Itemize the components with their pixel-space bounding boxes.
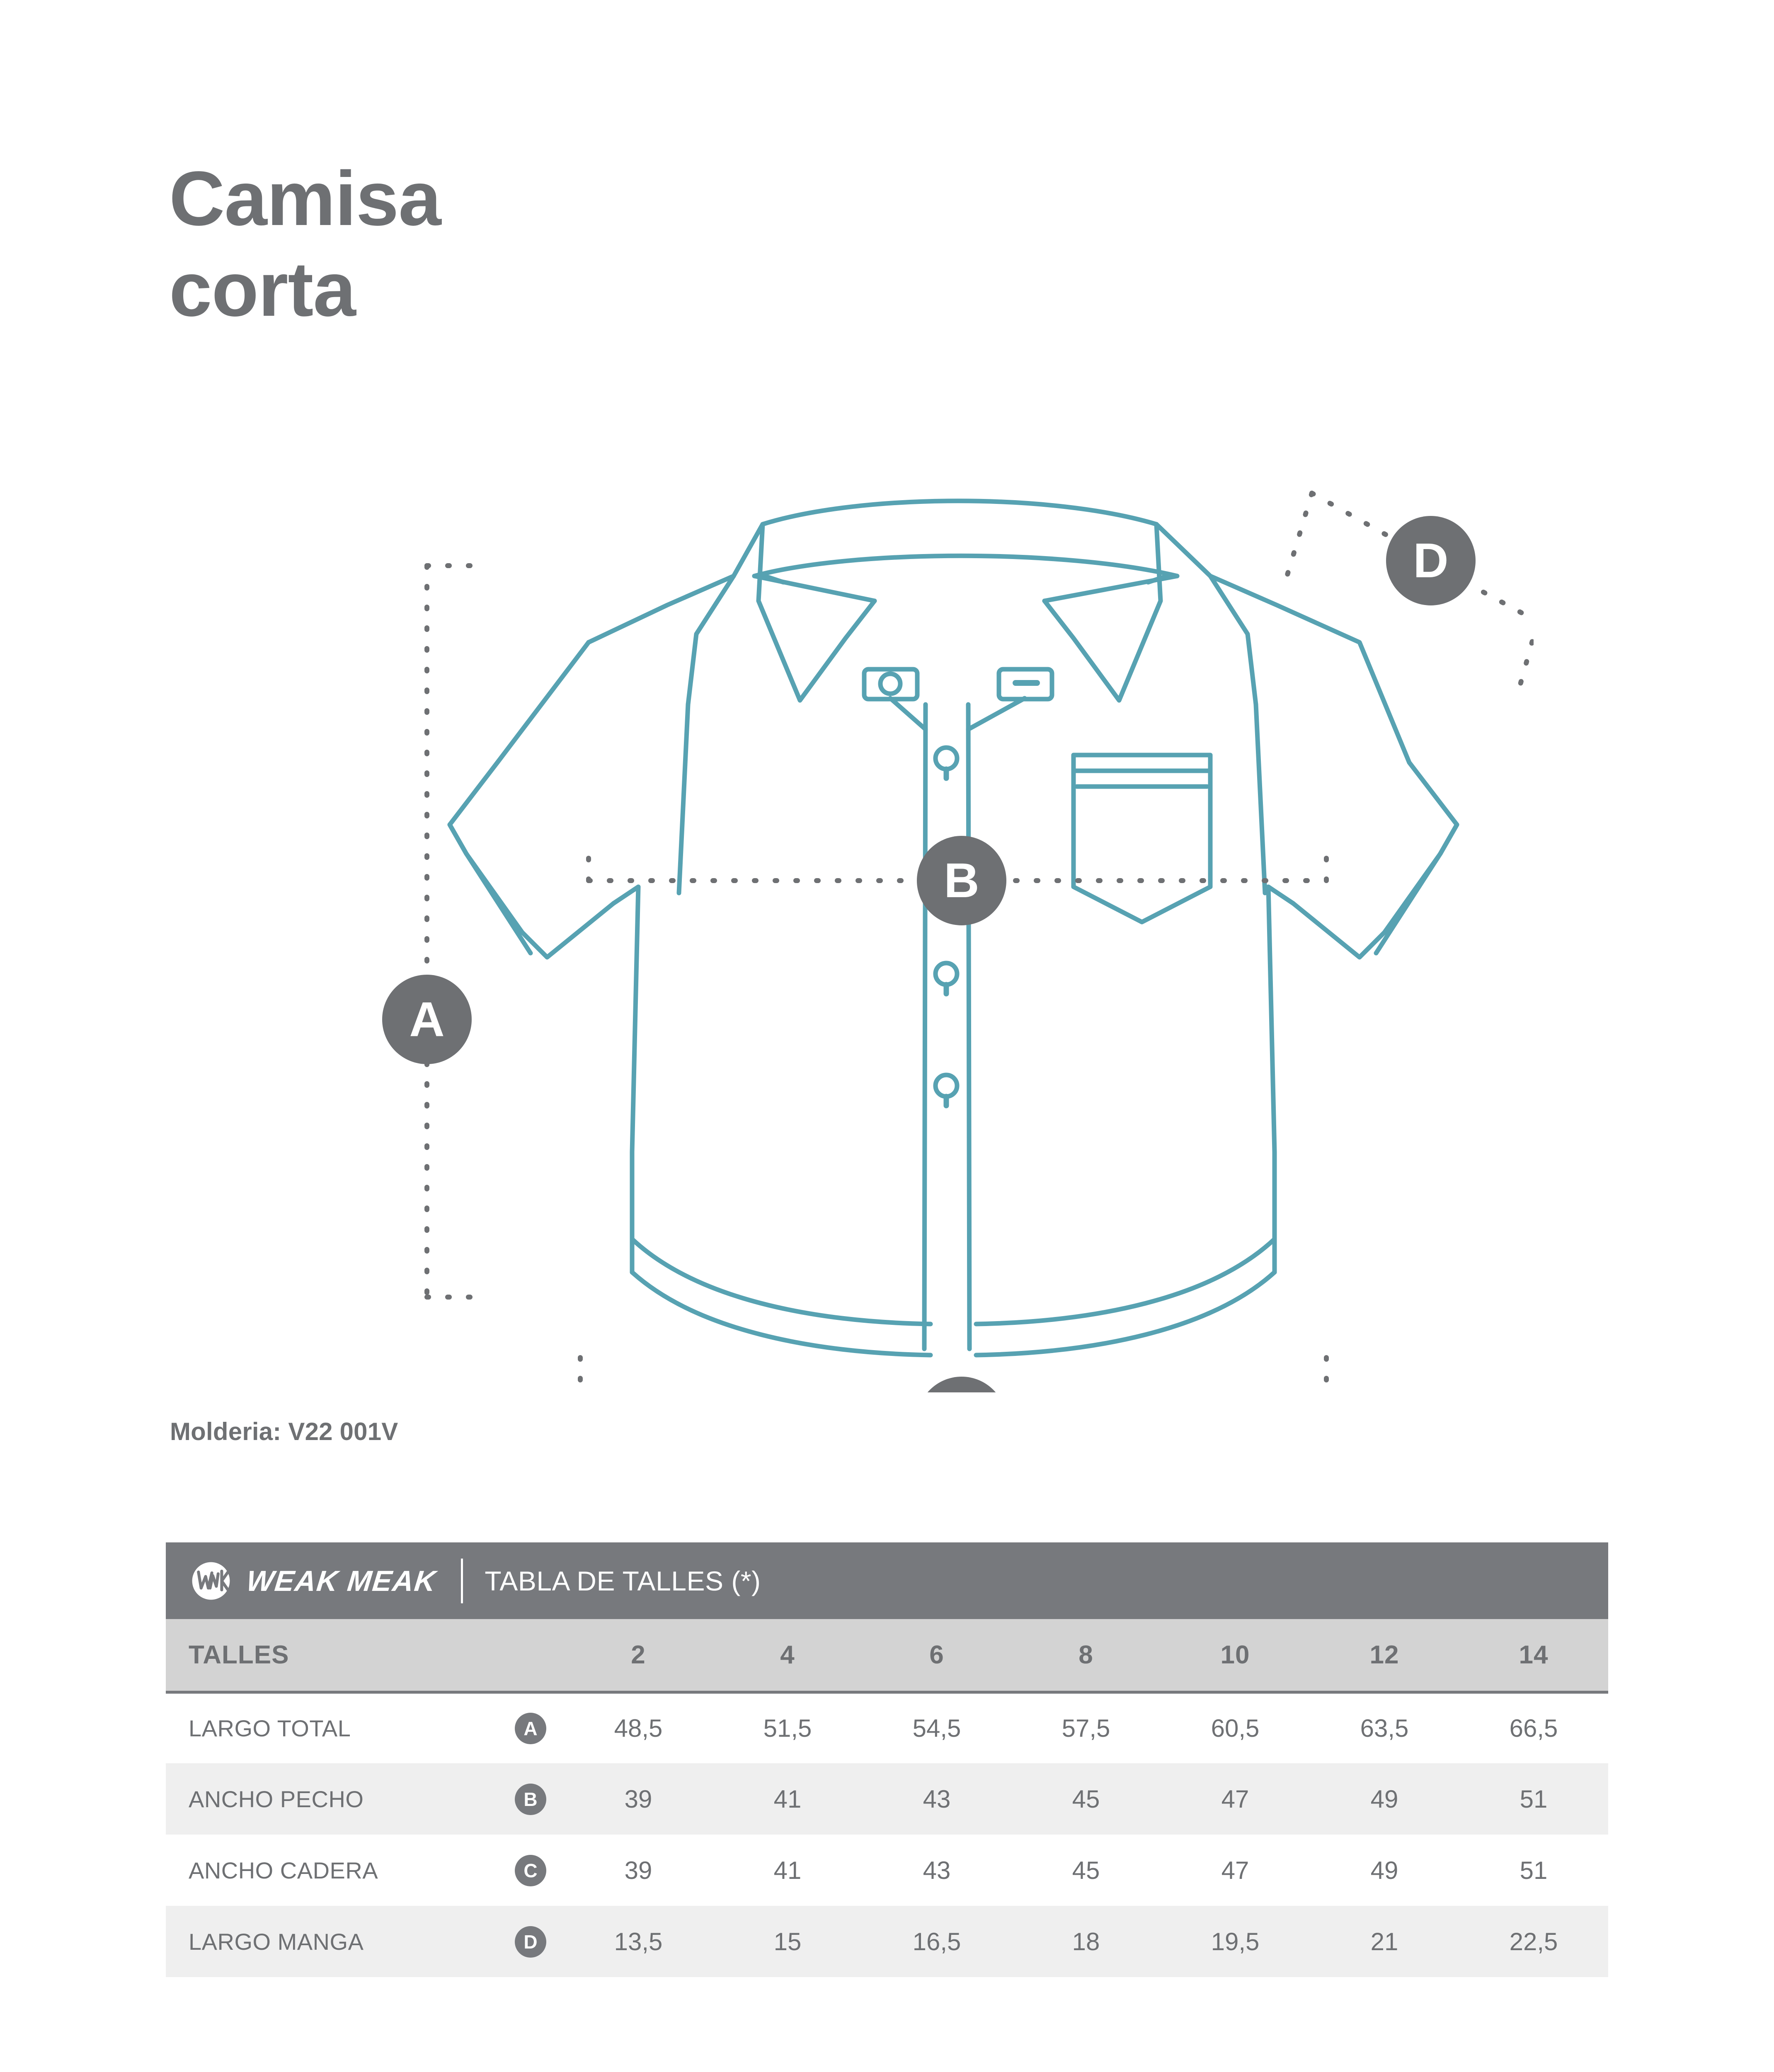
cell-value: 51 bbox=[1520, 1856, 1548, 1884]
molderia-label: Molderia: V22 001V bbox=[170, 1418, 398, 1445]
dimension-line-d bbox=[1309, 491, 1399, 543]
marker-d: D bbox=[1386, 516, 1476, 605]
size-table: WEAK MEAK TABLA DE TALLES (*) TALLES 2 4… bbox=[166, 1542, 1608, 1977]
marker-a: A bbox=[382, 975, 472, 1064]
cell-value: 39 bbox=[624, 1856, 652, 1884]
header-size-10: 10 bbox=[1220, 1640, 1250, 1669]
svg-text:A: A bbox=[409, 992, 444, 1047]
cell-value: 57,5 bbox=[1061, 1714, 1110, 1743]
svg-text:B: B bbox=[944, 853, 979, 908]
header-size-12: 12 bbox=[1369, 1640, 1399, 1669]
cell-value: 60,5 bbox=[1211, 1714, 1260, 1743]
badge-c: C bbox=[515, 1854, 546, 1886]
cell-value: 49 bbox=[1370, 1785, 1398, 1813]
badge-a: A bbox=[515, 1713, 546, 1745]
marker-c: C bbox=[927, 1377, 996, 1392]
cell-value: 51 bbox=[1520, 1785, 1548, 1813]
row-label-largo-manga: LARGO MANGA bbox=[189, 1928, 364, 1955]
page-title-line-2: corta bbox=[169, 247, 356, 333]
cell-value: 43 bbox=[923, 1785, 951, 1813]
cell-value: 22,5 bbox=[1509, 1927, 1558, 1956]
table-row: LARGO MANGA D 13,5 15 16,5 18 19,5 21 22… bbox=[166, 1906, 1608, 1977]
header-size-14: 14 bbox=[1519, 1640, 1549, 1669]
cell-value: 51,5 bbox=[763, 1714, 812, 1743]
row-label-ancho-cadera: ANCHO CADERA bbox=[189, 1857, 378, 1883]
cell-value: 18 bbox=[1072, 1927, 1100, 1956]
table-row: LARGO TOTAL A 48,5 51,5 54,5 57,5 60,5 6… bbox=[166, 1692, 1608, 1763]
row-badge-cell: A bbox=[497, 1692, 564, 1763]
cell-value: 41 bbox=[773, 1785, 802, 1813]
badge-b: B bbox=[515, 1783, 546, 1815]
header-size-8: 8 bbox=[1078, 1640, 1093, 1669]
cell-value: 54,5 bbox=[912, 1714, 961, 1743]
cell-value: 13,5 bbox=[614, 1927, 663, 1956]
wmk-circle-logo-icon bbox=[189, 1559, 233, 1603]
row-label-ancho-pecho: ANCHO PECHO bbox=[189, 1786, 364, 1812]
brand-divider bbox=[461, 1558, 463, 1603]
cell-value: 19,5 bbox=[1211, 1927, 1260, 1956]
header-size-2: 2 bbox=[631, 1640, 646, 1669]
row-badge-cell: D bbox=[497, 1906, 564, 1977]
row-badge-cell: B bbox=[497, 1763, 564, 1835]
cell-value: 49 bbox=[1370, 1856, 1398, 1884]
row-label-largo-total: LARGO TOTAL bbox=[189, 1715, 351, 1742]
cell-value: 63,5 bbox=[1360, 1714, 1409, 1743]
table-row: ANCHO CADERA C 39 41 43 45 47 49 51 bbox=[166, 1835, 1608, 1906]
cell-value: 21 bbox=[1370, 1927, 1398, 1956]
cell-value: 66,5 bbox=[1509, 1714, 1558, 1743]
svg-text:D: D bbox=[1413, 533, 1448, 588]
header-size-4: 4 bbox=[780, 1640, 795, 1669]
table-subtitle: TABLA DE TALLES (*) bbox=[485, 1565, 761, 1596]
measurements-table: TALLES 2 4 6 8 10 12 14 LARGO TOTAL A bbox=[166, 1619, 1608, 1977]
cell-value: 43 bbox=[923, 1856, 951, 1884]
brand-wordmark: WEAK MEAK bbox=[245, 1564, 438, 1597]
cell-value: 45 bbox=[1072, 1785, 1100, 1813]
page-title: Camisa corta bbox=[169, 153, 874, 335]
table-brand-bar: WEAK MEAK TABLA DE TALLES (*) bbox=[166, 1542, 1608, 1619]
garment-illustration: A B C D bbox=[323, 439, 1534, 1392]
table-header-row: TALLES 2 4 6 8 10 12 14 bbox=[166, 1619, 1608, 1692]
cell-value: 47 bbox=[1221, 1785, 1249, 1813]
cell-value: 16,5 bbox=[912, 1927, 961, 1956]
header-talles-label: TALLES bbox=[189, 1640, 289, 1669]
cell-value: 41 bbox=[773, 1856, 802, 1884]
cell-value: 45 bbox=[1072, 1856, 1100, 1884]
cell-value: 15 bbox=[773, 1927, 802, 1956]
header-size-6: 6 bbox=[929, 1640, 944, 1669]
page-title-line-1: Camisa bbox=[169, 156, 441, 242]
cell-value: 39 bbox=[624, 1785, 652, 1813]
cell-value: 47 bbox=[1221, 1856, 1249, 1884]
table-row: ANCHO PECHO B 39 41 43 45 47 49 51 bbox=[166, 1763, 1608, 1835]
row-badge-cell: C bbox=[497, 1835, 564, 1906]
cell-value: 48,5 bbox=[614, 1714, 663, 1743]
badge-d: D bbox=[515, 1926, 546, 1958]
header-badge-spacer bbox=[497, 1619, 564, 1692]
marker-b: B bbox=[917, 836, 1006, 925]
